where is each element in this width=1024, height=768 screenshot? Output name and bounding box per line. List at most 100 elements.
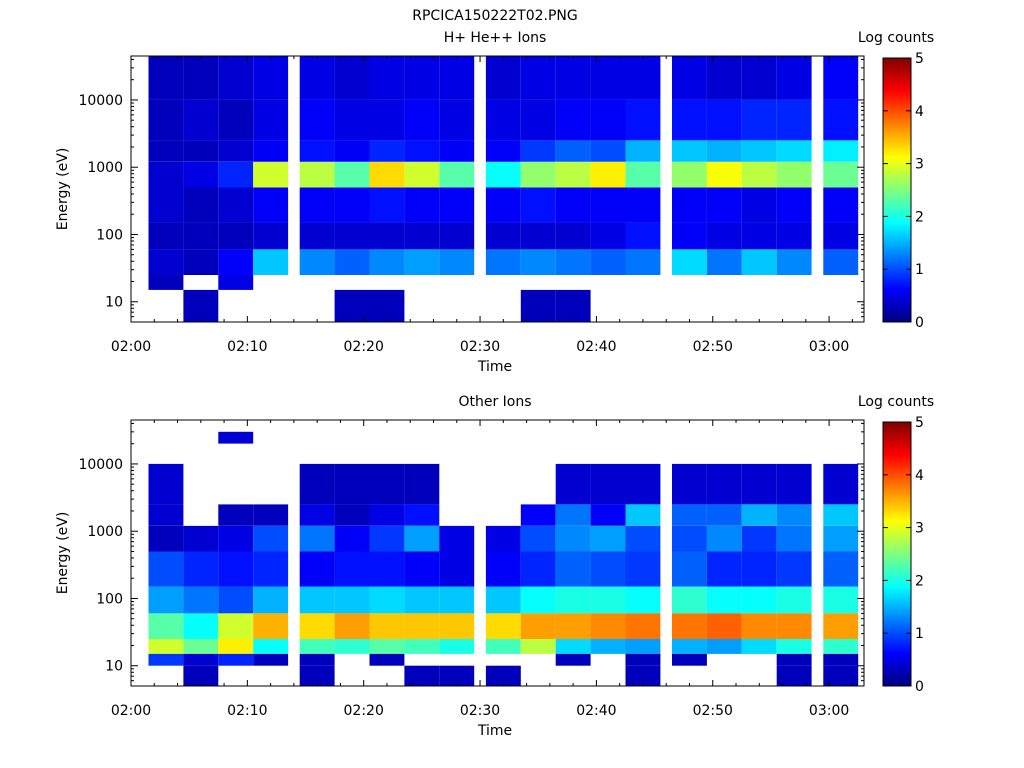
heatmap-cell (823, 653, 859, 666)
heatmap-cell (148, 56, 184, 100)
heatmap-cell (218, 431, 254, 444)
heatmap-cell (404, 161, 440, 188)
heatmap-cell (590, 161, 626, 188)
y-axis-label: Energy (eV) (55, 512, 71, 595)
colorbar-tick-label: 1 (915, 262, 924, 278)
heatmap-cell (776, 56, 812, 100)
heatmap-cell (218, 249, 254, 275)
heatmap-cell (555, 187, 591, 223)
heatmap-cell (299, 249, 335, 275)
heatmap-cell (218, 639, 254, 654)
heatmap-cell (625, 463, 661, 505)
heatmap-cell (299, 551, 335, 587)
x-tick-label: 02:10 (227, 339, 267, 355)
x-tick-label: 03:00 (809, 339, 849, 355)
heatmap-cell (253, 525, 289, 552)
heatmap-cell (299, 504, 335, 526)
heatmap-cell (672, 161, 707, 188)
heatmap-cell (706, 187, 742, 223)
heatmap-cell (218, 551, 254, 587)
heatmap-cell (253, 249, 289, 275)
heatmap-cell (183, 56, 219, 100)
heatmap-cell (625, 665, 661, 686)
heatmap-cell (590, 99, 626, 141)
heatmap-cell (369, 187, 405, 223)
heatmap-cell (776, 653, 812, 666)
heatmap-cell (218, 653, 254, 666)
heatmap-cell (706, 140, 742, 162)
heatmap-cell (485, 249, 521, 275)
heatmap-cell (148, 586, 184, 614)
heatmap-cell (404, 463, 440, 505)
heatmap-cell (439, 525, 475, 552)
y-tick-label: 1000 (87, 160, 123, 176)
heatmap-cell (672, 463, 707, 505)
heatmap-cell (672, 586, 707, 614)
plot-frame (130, 419, 865, 687)
heatmap-cell (776, 161, 812, 188)
heatmap-cell (218, 222, 254, 250)
heatmap-cell (404, 665, 440, 686)
heatmap-cell (218, 161, 254, 188)
heatmap-cell (485, 187, 521, 223)
heatmap-cell (299, 639, 335, 654)
heatmap-cell (672, 222, 707, 250)
heatmap-cell (404, 99, 440, 141)
heatmap-cell (741, 187, 777, 223)
y-axis: 10 100 1000 10000 (78, 58, 864, 323)
heatmap-cell (555, 99, 591, 141)
heatmap-cells (148, 431, 859, 686)
heatmap-cell (555, 525, 591, 552)
heatmap-cell (439, 222, 475, 250)
heatmap-cell (520, 99, 556, 141)
heatmap-cell (485, 613, 521, 639)
heatmap-cell (439, 639, 475, 654)
heatmap-cell (590, 586, 626, 614)
plot-frame (130, 55, 865, 323)
heatmap-cell (334, 525, 370, 552)
x-tick-label: 02:20 (344, 703, 384, 719)
heatmap-cell (520, 586, 556, 614)
colorbar-ticks: 0 1 2 3 4 5 (883, 415, 924, 695)
heatmap-cell (520, 222, 556, 250)
heatmap-cell (299, 99, 335, 141)
heatmap-cell (776, 249, 812, 275)
colorbar-label: Log counts (858, 394, 934, 410)
panel-other-ions: Other Ions Log counts 02:00 02:10 02:20 02:… (55, 394, 934, 739)
heatmap-cell (334, 639, 370, 654)
heatmap-cell (183, 222, 219, 250)
heatmap-cell (672, 249, 707, 275)
heatmap-cell (776, 504, 812, 526)
panel-title: Other Ions (458, 394, 531, 410)
heatmap-cell (218, 525, 254, 552)
heatmap-cell (590, 551, 626, 587)
x-tick-label: 02:40 (576, 339, 616, 355)
heatmap-cell (706, 586, 742, 614)
heatmap-cell (485, 222, 521, 250)
heatmap-cell (672, 504, 707, 526)
heatmap-cell (439, 187, 475, 223)
heatmap-cell (741, 586, 777, 614)
heatmap-cell (253, 187, 289, 223)
heatmap-cell (520, 161, 556, 188)
heatmap-cell (369, 56, 405, 100)
heatmap-cell (404, 525, 440, 552)
heatmap-cell (625, 99, 661, 141)
heatmap-cell (672, 140, 707, 162)
heatmap-cell (404, 639, 440, 654)
heatmap-cell (625, 525, 661, 552)
heatmap-cell (253, 504, 289, 526)
heatmap-cell (485, 665, 521, 686)
y-tick-label: 10000 (78, 93, 123, 109)
x-tick-label: 02:30 (460, 703, 500, 719)
heatmap-cell (253, 99, 289, 141)
heatmap-cell (148, 161, 184, 188)
y-tick-label: 10 (105, 659, 123, 675)
heatmap-cell (439, 56, 475, 100)
heatmap-cell (148, 525, 184, 552)
heatmap-cell (625, 613, 661, 639)
heatmap-cell (823, 586, 859, 614)
heatmap-cell (404, 249, 440, 275)
heatmap-cell (439, 161, 475, 188)
heatmap-cell (485, 140, 521, 162)
